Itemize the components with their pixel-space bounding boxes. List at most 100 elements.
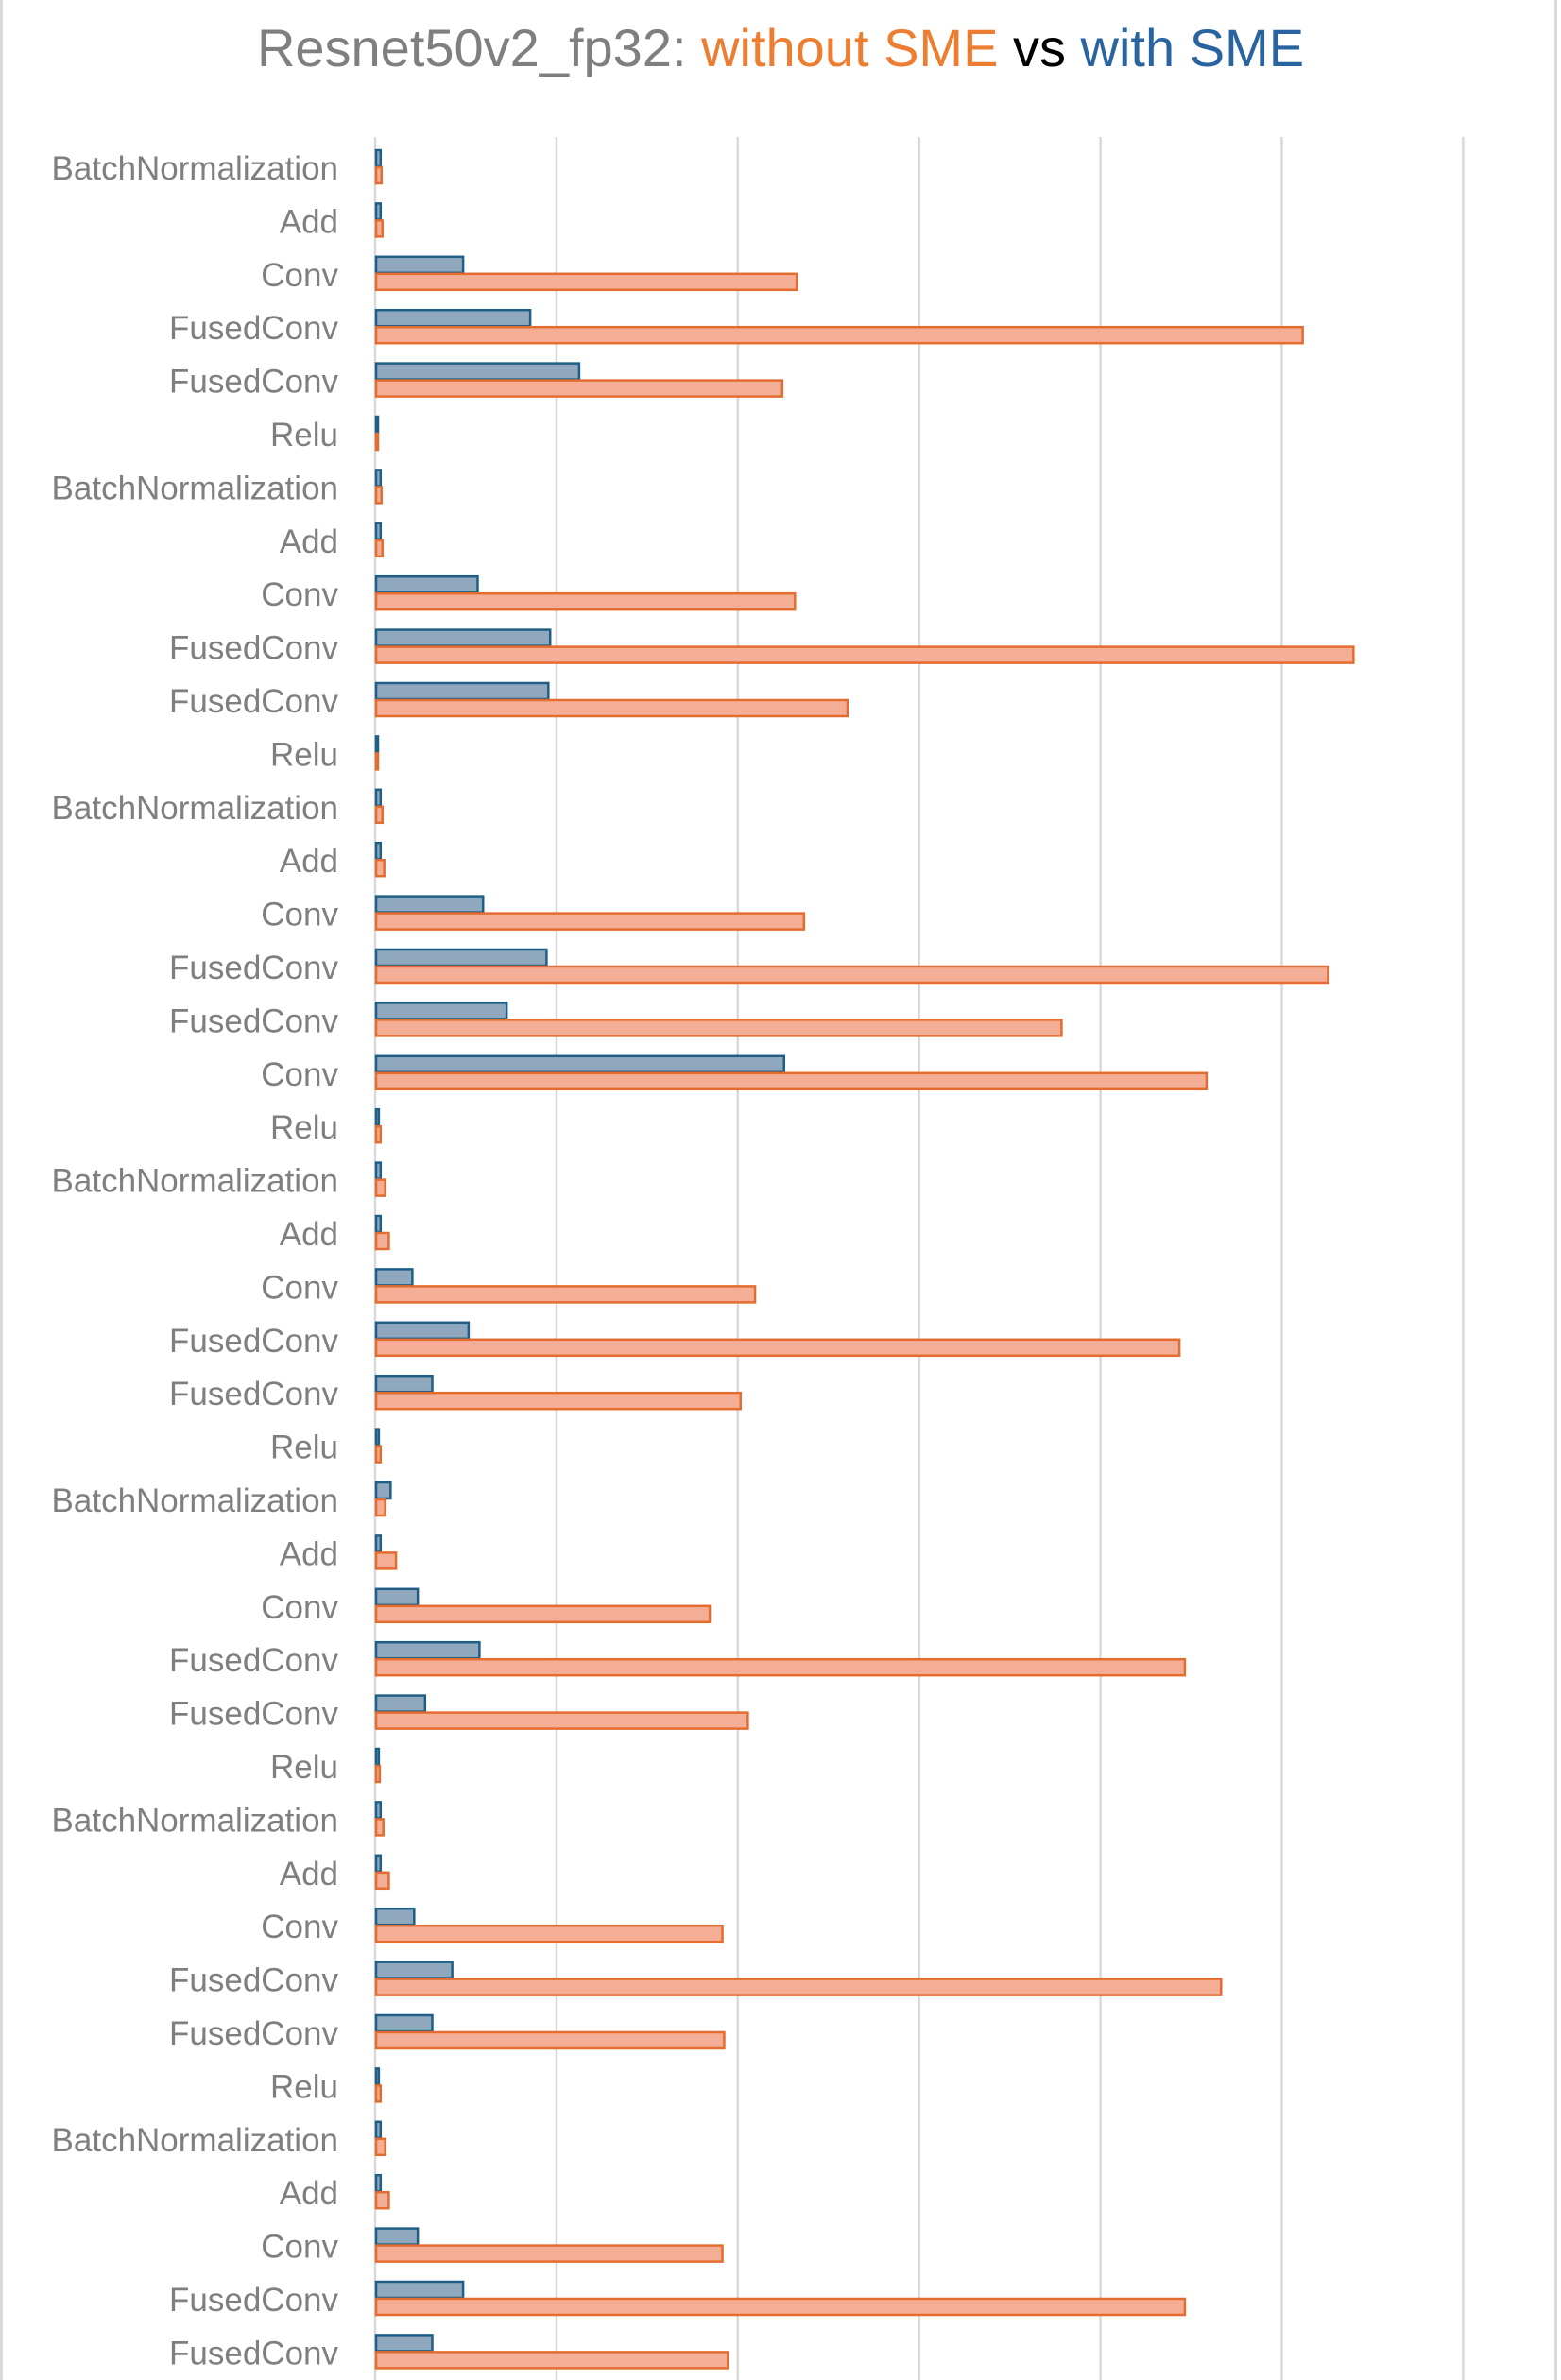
bar-with-sme — [374, 2013, 434, 2033]
bar-with-sme — [374, 2334, 434, 2353]
bar-with-sme — [374, 1481, 392, 1500]
bar-without-sme — [374, 219, 384, 238]
title-without-sme: without SME — [701, 18, 999, 77]
bar-without-sme — [374, 1019, 1063, 1037]
bar-without-sme — [374, 1498, 386, 1517]
category-label: BatchNormalization — [52, 790, 338, 827]
bar-with-sme — [374, 308, 532, 328]
bar-with-sme — [374, 841, 383, 861]
chart-title: Resnet50v2_fp32: without SME vs with SME — [0, 17, 1561, 78]
bar-without-sme — [374, 1231, 390, 1251]
bar-with-sme — [374, 1640, 481, 1660]
category-label: Conv — [261, 1589, 338, 1626]
bar-with-sme — [374, 1961, 454, 1979]
bar-without-sme — [374, 325, 1304, 345]
bar-with-sme — [374, 1214, 383, 1234]
bar-without-sme — [374, 1711, 749, 1730]
bar-without-sme — [374, 1285, 757, 1304]
category-label: FusedConv — [169, 1002, 338, 1039]
category-label: Relu — [270, 2068, 338, 2105]
bar-with-sme — [374, 148, 383, 168]
bar-without-sme — [374, 1124, 383, 1144]
bar-without-sme — [374, 2351, 729, 2370]
bar-with-sme — [374, 362, 581, 381]
category-label: Add — [280, 523, 338, 560]
bar-without-sme — [374, 1551, 398, 1570]
category-label: FusedConv — [169, 1376, 338, 1413]
bar-without-sme — [374, 645, 1355, 664]
category-label: BatchNormalization — [52, 1802, 338, 1839]
category-label: Relu — [270, 1109, 338, 1146]
bar-without-sme — [374, 379, 784, 398]
bar-without-sme — [374, 1818, 385, 1837]
bar-without-sme — [374, 2190, 390, 2210]
bar-without-sme — [374, 1764, 382, 1784]
category-label: FusedConv — [169, 2335, 338, 2371]
category-label: Conv — [261, 1269, 338, 1306]
category-label: Conv — [261, 257, 338, 294]
category-label: FusedConv — [169, 1696, 338, 1733]
bar-without-sme — [374, 2084, 383, 2103]
category-label: Add — [280, 203, 338, 240]
bar-with-sme — [374, 574, 479, 594]
bar-with-sme — [374, 202, 383, 221]
bar-with-sme — [374, 1002, 508, 1020]
bar-with-sme — [374, 2067, 381, 2086]
category-label: Conv — [261, 1909, 338, 1945]
bar-without-sme — [374, 165, 384, 185]
bar-without-sme — [374, 752, 380, 771]
category-label: Relu — [270, 736, 338, 773]
category-label: Relu — [270, 1430, 338, 1466]
bar-with-sme — [374, 1161, 383, 1180]
bar-without-sme — [374, 2137, 386, 2157]
bar-with-sme — [374, 788, 383, 808]
bar-without-sme — [374, 1445, 383, 1464]
bar-with-sme — [374, 1694, 427, 1713]
bar-with-sme — [374, 1747, 381, 1767]
category-label: FusedConv — [169, 1323, 338, 1360]
bar-without-sme — [374, 912, 806, 931]
bar-without-sme — [374, 1871, 390, 1891]
category-label: BatchNormalization — [52, 470, 338, 506]
category-label: FusedConv — [169, 2282, 338, 2319]
bar-without-sme — [374, 539, 384, 558]
bar-with-sme — [374, 948, 548, 967]
bar-with-sme — [374, 1268, 414, 1287]
category-label: FusedConv — [169, 1642, 338, 1679]
title-with-sme: with SME — [1080, 18, 1305, 77]
category-label: Conv — [261, 1056, 338, 1093]
bar-with-sme — [374, 522, 383, 541]
category-label: Add — [280, 2175, 338, 2212]
bar-with-sme — [374, 735, 380, 754]
bar-without-sme — [374, 858, 386, 878]
bar-with-sme — [374, 1107, 381, 1127]
category-label: FusedConv — [169, 310, 338, 347]
title-prefix: Resnet50v2_fp32: — [256, 18, 702, 77]
bar-with-sme — [374, 2120, 383, 2140]
category-label: FusedConv — [169, 683, 338, 720]
bar-without-sme — [374, 486, 384, 505]
bar-without-sme — [374, 2030, 726, 2050]
bar-with-sme — [374, 1907, 416, 1926]
category-label: Relu — [270, 417, 338, 454]
bar-without-sme — [374, 965, 1329, 985]
bar-without-sme — [374, 1657, 1187, 1677]
bar-without-sme — [374, 1924, 724, 1943]
bar-with-sme — [374, 1854, 383, 1874]
bar-with-sme — [374, 415, 380, 435]
bar-with-sme — [374, 1054, 786, 1074]
bar-without-sme — [374, 432, 380, 452]
bar-with-sme — [374, 255, 465, 275]
bar-with-sme — [374, 1801, 383, 1820]
category-label: Relu — [270, 1749, 338, 1786]
category-label: Conv — [261, 897, 338, 933]
category-label: Add — [280, 1216, 338, 1253]
category-label: Add — [280, 1535, 338, 1572]
bar-with-sme — [374, 469, 383, 488]
bar-without-sme — [374, 591, 797, 611]
category-label: Conv — [261, 576, 338, 613]
bar-with-sme — [374, 895, 485, 914]
title-vs: vs — [998, 18, 1081, 77]
